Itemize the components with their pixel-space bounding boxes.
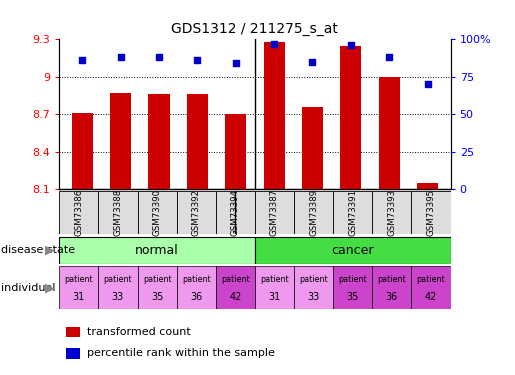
Text: 42: 42 bbox=[425, 292, 437, 302]
Bar bbox=[340, 46, 362, 189]
Bar bbox=[66, 348, 80, 359]
FancyBboxPatch shape bbox=[138, 266, 177, 309]
Bar bbox=[379, 77, 400, 189]
Point bbox=[308, 59, 317, 65]
Point bbox=[270, 41, 278, 47]
Text: 36: 36 bbox=[190, 292, 202, 302]
Title: GDS1312 / 211275_s_at: GDS1312 / 211275_s_at bbox=[171, 22, 338, 36]
FancyBboxPatch shape bbox=[294, 191, 333, 234]
Bar bbox=[110, 93, 131, 189]
FancyBboxPatch shape bbox=[177, 191, 216, 234]
FancyBboxPatch shape bbox=[372, 266, 411, 309]
Text: 36: 36 bbox=[386, 292, 398, 302]
Point bbox=[232, 60, 240, 66]
Text: 31: 31 bbox=[73, 292, 85, 302]
FancyBboxPatch shape bbox=[294, 266, 333, 309]
Text: percentile rank within the sample: percentile rank within the sample bbox=[87, 348, 274, 358]
Text: patient: patient bbox=[417, 274, 445, 284]
FancyBboxPatch shape bbox=[59, 237, 255, 264]
Text: patient: patient bbox=[377, 274, 406, 284]
Text: normal: normal bbox=[135, 244, 179, 257]
Point bbox=[385, 54, 393, 60]
Text: patient: patient bbox=[338, 274, 367, 284]
Bar bbox=[187, 94, 208, 189]
Text: patient: patient bbox=[260, 274, 289, 284]
FancyBboxPatch shape bbox=[411, 266, 451, 309]
Text: GSM73391: GSM73391 bbox=[348, 189, 357, 236]
FancyBboxPatch shape bbox=[98, 266, 138, 309]
FancyBboxPatch shape bbox=[255, 266, 294, 309]
Text: GSM73395: GSM73395 bbox=[426, 189, 436, 236]
Text: patient: patient bbox=[221, 274, 250, 284]
Text: patient: patient bbox=[299, 274, 328, 284]
Text: GSM73393: GSM73393 bbox=[387, 189, 397, 236]
Text: 35: 35 bbox=[347, 292, 359, 302]
Bar bbox=[72, 113, 93, 189]
FancyBboxPatch shape bbox=[333, 191, 372, 234]
FancyBboxPatch shape bbox=[138, 191, 177, 234]
Text: 35: 35 bbox=[151, 292, 163, 302]
Bar bbox=[302, 107, 323, 189]
Text: GSM73389: GSM73389 bbox=[309, 189, 318, 236]
Point bbox=[423, 81, 432, 87]
Point bbox=[155, 54, 163, 60]
Text: 31: 31 bbox=[268, 292, 281, 302]
Text: ▶: ▶ bbox=[45, 244, 55, 257]
Text: GSM73390: GSM73390 bbox=[152, 189, 162, 236]
FancyBboxPatch shape bbox=[216, 191, 255, 234]
Text: transformed count: transformed count bbox=[87, 327, 190, 337]
Bar bbox=[66, 327, 80, 337]
Point bbox=[78, 57, 87, 63]
Text: disease state: disease state bbox=[1, 245, 75, 255]
Bar bbox=[148, 94, 169, 189]
Text: GSM73394: GSM73394 bbox=[231, 189, 240, 236]
Bar bbox=[225, 114, 246, 189]
Text: GSM73388: GSM73388 bbox=[113, 189, 123, 237]
Text: patient: patient bbox=[104, 274, 132, 284]
Text: GSM73386: GSM73386 bbox=[74, 189, 83, 237]
Text: 33: 33 bbox=[112, 292, 124, 302]
Text: 42: 42 bbox=[229, 292, 242, 302]
FancyBboxPatch shape bbox=[59, 191, 98, 234]
Text: patient: patient bbox=[182, 274, 211, 284]
Point bbox=[116, 54, 125, 60]
Bar bbox=[417, 183, 438, 189]
FancyBboxPatch shape bbox=[216, 266, 255, 309]
FancyBboxPatch shape bbox=[177, 266, 216, 309]
Text: 33: 33 bbox=[307, 292, 320, 302]
Text: patient: patient bbox=[143, 274, 171, 284]
Text: ▶: ▶ bbox=[45, 281, 55, 294]
Point bbox=[347, 42, 355, 48]
FancyBboxPatch shape bbox=[255, 237, 451, 264]
Text: GSM73392: GSM73392 bbox=[192, 189, 201, 236]
Text: GSM73387: GSM73387 bbox=[270, 189, 279, 237]
Point bbox=[193, 57, 201, 63]
Text: patient: patient bbox=[64, 274, 93, 284]
FancyBboxPatch shape bbox=[255, 191, 294, 234]
Text: cancer: cancer bbox=[332, 244, 374, 257]
FancyBboxPatch shape bbox=[59, 266, 98, 309]
FancyBboxPatch shape bbox=[372, 191, 411, 234]
Text: individual: individual bbox=[1, 283, 56, 293]
FancyBboxPatch shape bbox=[333, 266, 372, 309]
FancyBboxPatch shape bbox=[98, 191, 138, 234]
Bar bbox=[264, 42, 285, 189]
FancyBboxPatch shape bbox=[411, 191, 451, 234]
